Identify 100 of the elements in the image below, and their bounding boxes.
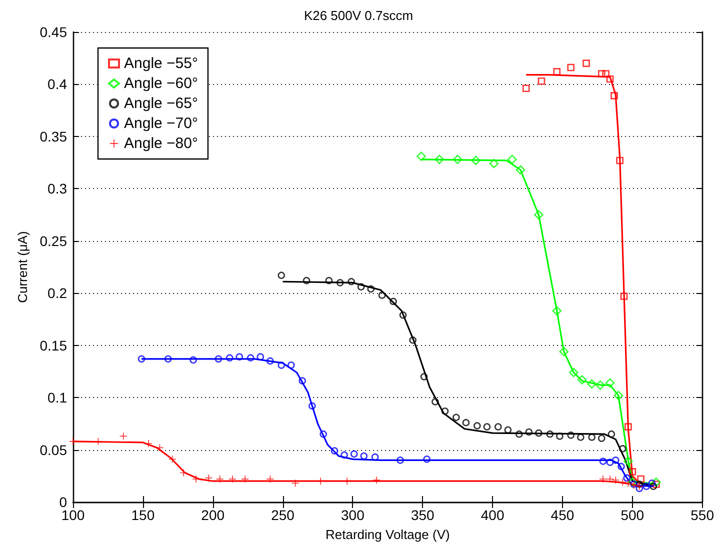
- point: [637, 475, 644, 483]
- legend-label: Angle −60°: [124, 75, 198, 92]
- point: [372, 476, 380, 484]
- point: [620, 292, 628, 300]
- point: [246, 354, 254, 362]
- point: [648, 480, 656, 487]
- point: [516, 165, 526, 175]
- point: [214, 355, 222, 363]
- y-tick-label: 0.45: [40, 24, 68, 40]
- point: [605, 378, 615, 388]
- point: [619, 478, 626, 486]
- point: [612, 456, 620, 464]
- point: [226, 354, 234, 362]
- point: [396, 456, 404, 464]
- point: [423, 456, 430, 463]
- point: [216, 476, 224, 483]
- point: [616, 156, 624, 164]
- legend-label: Angle −65°: [124, 95, 198, 112]
- point: [606, 476, 614, 483]
- point: [628, 468, 636, 476]
- point: [610, 92, 618, 100]
- point: [357, 283, 365, 290]
- point: [525, 428, 533, 436]
- point: [120, 432, 127, 440]
- y-tick-label: 0.3: [48, 180, 68, 197]
- point: [420, 373, 428, 380]
- y-tick-label: 0.35: [40, 128, 68, 144]
- point: [623, 474, 630, 482]
- point: [556, 432, 564, 440]
- point: [582, 60, 590, 67]
- point: [652, 478, 661, 487]
- point: [618, 462, 625, 470]
- point: [266, 476, 274, 483]
- point: [278, 362, 286, 369]
- point: [598, 434, 606, 442]
- x-tick-label: 550: [690, 507, 714, 523]
- y-tick-label: 0: [59, 494, 68, 510]
- point: [180, 469, 187, 476]
- point: [205, 474, 212, 482]
- point: [452, 414, 460, 422]
- point: [325, 276, 333, 284]
- point: [292, 480, 299, 487]
- point: [371, 453, 379, 461]
- legend-label: Angle −70°: [124, 115, 198, 132]
- point: [367, 285, 375, 293]
- legend-label: Angle −80°: [124, 135, 198, 152]
- point: [308, 402, 316, 410]
- point: [628, 478, 638, 487]
- point: [599, 458, 607, 465]
- x-tick-label: 350: [410, 507, 435, 523]
- point: [602, 70, 610, 78]
- point: [596, 380, 605, 390]
- point: [228, 476, 236, 483]
- point: [598, 70, 606, 78]
- point: [409, 336, 416, 344]
- point: [588, 434, 596, 441]
- point: [330, 447, 338, 454]
- point: [624, 423, 632, 430]
- point: [441, 407, 449, 415]
- point: [567, 64, 575, 72]
- point: [553, 68, 561, 76]
- point: [432, 398, 439, 406]
- x-tick-label: 150: [131, 507, 155, 523]
- point: [652, 480, 660, 488]
- point: [416, 152, 426, 161]
- point: [577, 375, 587, 384]
- point: [434, 154, 444, 164]
- point: [587, 379, 596, 389]
- point: [608, 430, 616, 438]
- point: [278, 272, 286, 280]
- x-tick-label: 100: [61, 507, 85, 523]
- point: [606, 75, 614, 83]
- point: [559, 346, 569, 356]
- chart-title: K26 500V 0.7sccm: [304, 8, 414, 23]
- x-tick-label: 450: [550, 507, 574, 523]
- y-axis-title: Current (μA): [14, 231, 30, 303]
- point: [612, 476, 620, 484]
- point: [236, 353, 244, 360]
- point: [288, 362, 295, 369]
- point: [298, 377, 306, 384]
- x-tick-label: 400: [480, 507, 504, 523]
- point: [360, 452, 368, 460]
- point: [614, 390, 624, 400]
- point: [618, 445, 626, 452]
- x-tick-label: 200: [201, 507, 225, 523]
- point: [302, 276, 310, 284]
- point: [606, 458, 614, 466]
- point: [538, 77, 546, 85]
- point: [507, 154, 517, 164]
- point: [515, 430, 523, 438]
- point: [242, 476, 249, 483]
- y-tick-label: 0.4: [48, 76, 68, 92]
- y-tick-label: 0.2: [48, 285, 68, 302]
- point: [190, 356, 197, 364]
- point: [567, 432, 575, 439]
- legend-label: Angle −55°: [124, 55, 198, 72]
- point: [546, 430, 554, 438]
- point: [534, 210, 544, 220]
- point: [489, 158, 499, 168]
- point: [390, 298, 397, 306]
